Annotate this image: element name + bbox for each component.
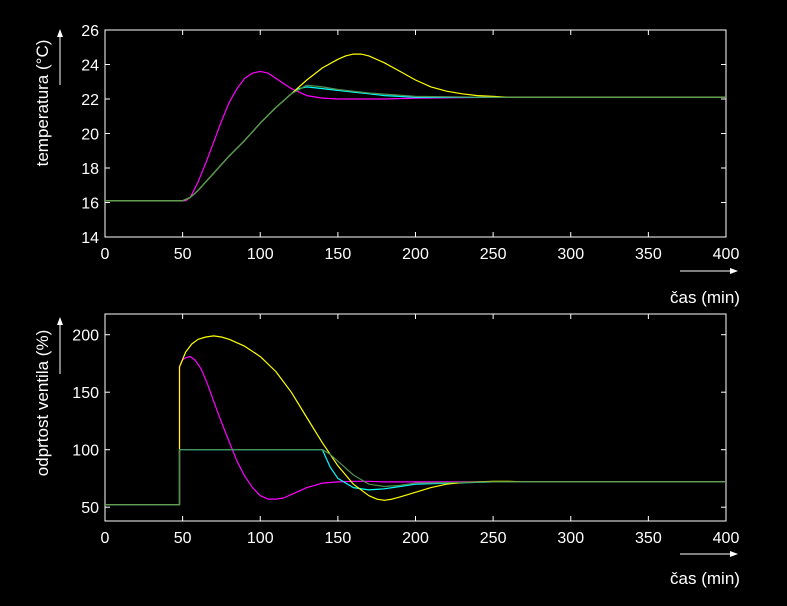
y-tick-label: 22 — [81, 92, 99, 109]
x-tick-label: 250 — [480, 530, 507, 547]
y-tick-label: 24 — [81, 58, 99, 75]
x-tick-label: 100 — [247, 246, 274, 263]
x-tick-label: 250 — [480, 246, 507, 263]
x-tick-label: 350 — [635, 246, 662, 263]
x-axis-label: čas (min) — [670, 288, 740, 307]
y-tick-label: 14 — [81, 230, 99, 247]
y-tick-label: 20 — [81, 127, 99, 144]
x-tick-label: 150 — [325, 530, 352, 547]
series-line-1 — [105, 356, 726, 506]
x-tick-label: 350 — [635, 530, 662, 547]
x-tick-label: 300 — [557, 246, 584, 263]
series-line-2 — [105, 86, 726, 202]
series-line-3 — [105, 335, 726, 506]
tick-layer: 0 50 100 150 200 250 300 350 400 14 16 18 20 22 24 26 — [81, 23, 739, 263]
y-tick-label: 100 — [72, 443, 99, 460]
series-layer — [105, 335, 726, 506]
x-tick-label: 400 — [713, 246, 740, 263]
series-line-4 — [105, 449, 726, 506]
x-tick-label: 200 — [402, 530, 429, 547]
series-line-4 — [105, 84, 726, 202]
x-tick-label: 200 — [402, 246, 429, 263]
plot-frame — [104, 313, 727, 522]
x-tick-label: 400 — [713, 530, 740, 547]
plot-frame — [104, 29, 727, 238]
x-tick-label: 50 — [174, 246, 192, 263]
y-axis-label: temperatura (°C) — [33, 40, 52, 167]
series-layer — [105, 53, 726, 202]
y-axis-label: odprtost ventila (%) — [33, 330, 52, 476]
series-line-3 — [105, 53, 726, 202]
y-tick-label: 16 — [81, 196, 99, 213]
x-tick-label: 150 — [325, 246, 352, 263]
y-tick-label: 50 — [81, 500, 99, 517]
temperature-chart: 0 50 100 150 200 250 300 350 400 14 16 18 20 22 24 26 t… — [33, 23, 740, 307]
x-tick-label: 300 — [557, 530, 584, 547]
y-tick-label: 26 — [81, 23, 99, 40]
x-tick-label: 0 — [101, 246, 110, 263]
x-tick-label: 50 — [174, 530, 192, 547]
x-tick-label: 100 — [247, 530, 274, 547]
series-line-1 — [105, 70, 726, 202]
x-tick-label: 0 — [101, 530, 110, 547]
series-line-2 — [105, 449, 726, 506]
x-axis-label: čas (min) — [670, 569, 740, 588]
y-tick-label: 200 — [72, 328, 99, 345]
y-tick-label: 18 — [81, 161, 99, 178]
y-tick-label: 150 — [72, 385, 99, 402]
